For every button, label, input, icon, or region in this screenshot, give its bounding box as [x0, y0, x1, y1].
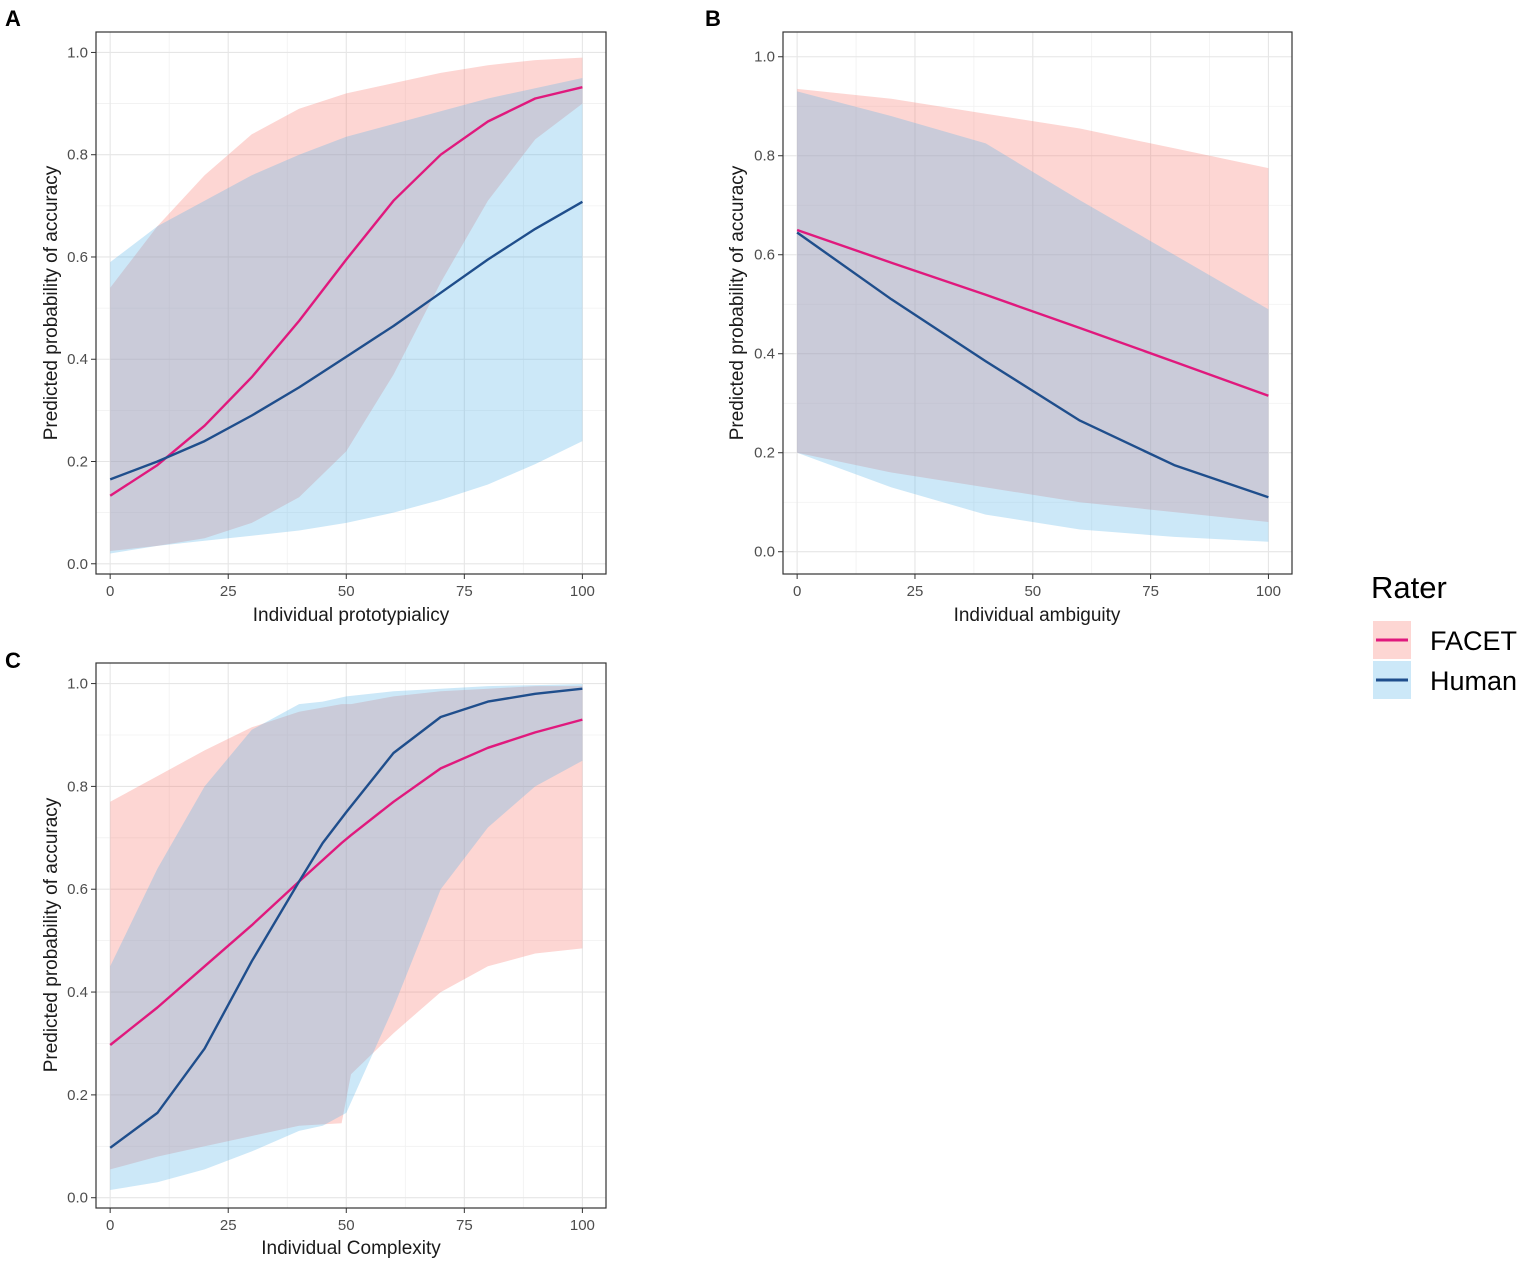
- legend-item-facet: FACET: [1373, 621, 1517, 659]
- panel-c-y-axis-label: Predicted probability of accuracy: [41, 797, 62, 1072]
- y-tick-label: 0.8: [67, 147, 88, 164]
- y-tick-label: 0.4: [67, 984, 88, 1001]
- series-line-facet: [109, 86, 583, 497]
- y-tick-label: 0.6: [67, 249, 88, 266]
- panel-c-x-axis-label: Individual Complexity: [261, 1238, 441, 1259]
- x-tick-label: 100: [1256, 583, 1281, 600]
- panel-b-border: [782, 31, 1293, 575]
- panel-b-background: [783, 32, 1292, 574]
- x-tick-label: 75: [1142, 583, 1159, 600]
- x-tick-label: 50: [1024, 583, 1041, 600]
- series-line-human: [796, 231, 1269, 499]
- x-tick-label: 0: [106, 583, 114, 600]
- y-tick-label: 1.0: [67, 676, 88, 693]
- panel-c-ribbons: [110, 684, 583, 1190]
- series-line-human: [109, 687, 583, 1149]
- legend: Rater FACET Human: [1371, 570, 1517, 699]
- y-tick-label: 0.0: [754, 544, 775, 561]
- y-tick-label: 0.0: [67, 1190, 88, 1207]
- y-tick-label: 0.6: [754, 247, 775, 264]
- y-tick-label: 0.4: [67, 351, 88, 368]
- y-tick-label: 0.8: [754, 148, 775, 165]
- panel-a-x-axis-label: Individual prototypialicy: [253, 605, 450, 626]
- series-line-human: [109, 200, 583, 481]
- y-tick-label: 1.0: [67, 44, 88, 61]
- panel-label-b: B: [705, 6, 721, 31]
- panel-b-ticks: 0 25 50 75 100 0.0 0.2 0.4 0.6 0.8 1.0: [754, 49, 1281, 600]
- legend-label-human: Human: [1430, 666, 1517, 696]
- ci-ribbon-human: [110, 78, 583, 554]
- x-tick-label: 25: [907, 583, 924, 600]
- y-tick-label: 0.6: [67, 881, 88, 898]
- ci-ribbon-facet: [797, 88, 1269, 523]
- panel-a-y-axis-label: Predicted probability of accuracy: [41, 165, 62, 440]
- y-tick-label: 0.2: [754, 445, 775, 462]
- y-tick-label: 0.8: [67, 778, 88, 795]
- legend-title: Rater: [1371, 570, 1447, 605]
- panel-c: C 0 25 50 75 100 0.0 0.2 0.4 0.6 0.8 1.0 Individua…: [5, 648, 607, 1259]
- panel-b-x-axis-label: Individual ambiguity: [954, 605, 1121, 626]
- y-tick-label: 0.2: [67, 1087, 88, 1104]
- panel-c-background: [96, 663, 606, 1208]
- panel-a-ticks: 0 25 50 75 100 0.0 0.2 0.4 0.6 0.8 1.0: [67, 44, 595, 600]
- panel-c-grid: [96, 663, 606, 1208]
- x-tick-label: 0: [793, 583, 801, 600]
- panel-b: B 0 25 50 75 100 0.0 0.2 0.4 0.6 0.8 1.0 Individua…: [705, 6, 1293, 626]
- ci-ribbon-human: [110, 684, 583, 1190]
- y-tick-label: 0.2: [67, 454, 88, 471]
- y-tick-label: 0.4: [754, 346, 775, 363]
- panel-a-lines: [109, 86, 583, 497]
- panel-label-c: C: [5, 648, 21, 673]
- series-line-facet: [109, 718, 583, 1046]
- x-tick-label: 75: [456, 583, 473, 600]
- legend-label-facet: FACET: [1430, 626, 1517, 656]
- ci-ribbon-facet: [110, 686, 583, 1170]
- panel-b-y-axis-label: Predicted probability of accuracy: [727, 165, 748, 440]
- x-tick-label: 0: [106, 1217, 114, 1234]
- legend-item-human: Human: [1373, 661, 1517, 699]
- x-tick-label: 25: [220, 583, 237, 600]
- y-tick-label: 0.0: [67, 556, 88, 573]
- x-tick-label: 100: [570, 583, 595, 600]
- x-tick-label: 50: [338, 583, 355, 600]
- panel-a-border: [95, 31, 607, 575]
- panel-b-ribbons: [797, 88, 1269, 542]
- x-tick-label: 25: [220, 1217, 237, 1234]
- panel-b-grid: [783, 32, 1292, 574]
- panel-a-background: [96, 32, 606, 574]
- x-tick-label: 100: [570, 1217, 595, 1234]
- panel-a: A 0 25 50 75 100 0.0 0.2 0.4 0.6 0.8 1.0 Individua…: [5, 6, 607, 626]
- panel-c-lines: [109, 687, 583, 1149]
- panel-label-a: A: [5, 6, 21, 31]
- x-tick-label: 50: [338, 1217, 355, 1234]
- panel-a-grid: [96, 32, 606, 574]
- y-tick-label: 1.0: [754, 49, 775, 66]
- panel-c-ticks: 0 25 50 75 100 0.0 0.2 0.4 0.6 0.8 1.0: [67, 676, 595, 1234]
- series-line-facet: [796, 228, 1269, 397]
- x-tick-label: 75: [456, 1217, 473, 1234]
- panel-c-border: [95, 662, 607, 1209]
- ci-ribbon-human: [797, 91, 1269, 542]
- panel-b-lines: [796, 228, 1269, 499]
